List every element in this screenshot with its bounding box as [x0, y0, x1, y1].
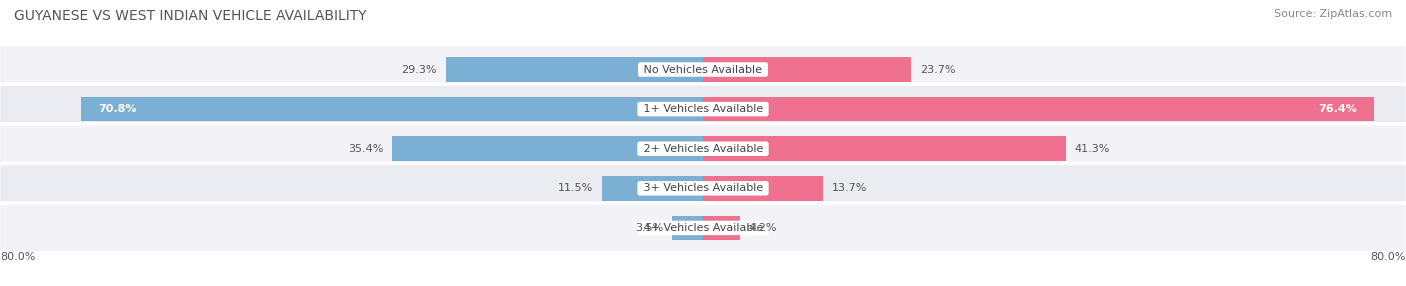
FancyBboxPatch shape [0, 45, 1406, 94]
Text: GUYANESE VS WEST INDIAN VEHICLE AVAILABILITY: GUYANESE VS WEST INDIAN VEHICLE AVAILABI… [14, 9, 367, 23]
FancyBboxPatch shape [0, 203, 1406, 253]
FancyBboxPatch shape [0, 84, 1406, 134]
Bar [602, 176, 703, 200]
Text: 80.0%: 80.0% [1371, 253, 1406, 263]
Text: 13.7%: 13.7% [832, 183, 868, 193]
Text: 70.8%: 70.8% [98, 104, 136, 114]
Text: 3.5%: 3.5% [636, 223, 664, 233]
Text: Source: ZipAtlas.com: Source: ZipAtlas.com [1274, 9, 1392, 19]
Text: 4+ Vehicles Available: 4+ Vehicles Available [640, 223, 766, 233]
Text: 23.7%: 23.7% [920, 65, 956, 75]
Text: 41.3%: 41.3% [1074, 144, 1111, 154]
Text: 1+ Vehicles Available: 1+ Vehicles Available [640, 104, 766, 114]
Text: 35.4%: 35.4% [347, 144, 382, 154]
Text: 29.3%: 29.3% [401, 65, 437, 75]
Bar [703, 176, 824, 200]
Bar [82, 97, 703, 121]
FancyBboxPatch shape [0, 124, 1406, 174]
Bar [703, 57, 911, 82]
Text: No Vehicles Available: No Vehicles Available [640, 65, 766, 75]
Bar [672, 216, 703, 240]
Bar [446, 57, 703, 82]
Bar [392, 136, 703, 161]
Text: 76.4%: 76.4% [1317, 104, 1357, 114]
Text: 3+ Vehicles Available: 3+ Vehicles Available [640, 183, 766, 193]
Text: 11.5%: 11.5% [558, 183, 593, 193]
Text: 80.0%: 80.0% [0, 253, 35, 263]
Bar [703, 136, 1066, 161]
Text: 4.2%: 4.2% [749, 223, 778, 233]
Text: 2+ Vehicles Available: 2+ Vehicles Available [640, 144, 766, 154]
Bar [703, 216, 740, 240]
FancyBboxPatch shape [0, 163, 1406, 213]
Bar [703, 97, 1375, 121]
